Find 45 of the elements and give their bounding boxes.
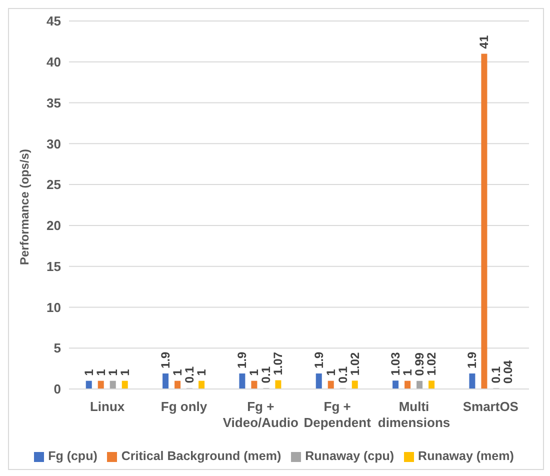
x-tick-label: Linux [90, 399, 126, 414]
x-tick-label: Fg + Dependent [304, 399, 372, 430]
x-tick-label: Multi dimensions [378, 399, 450, 430]
data-label: 1 [324, 368, 338, 376]
y-tick-label: 35 [46, 95, 61, 110]
x-tick-label: Fg only [160, 399, 208, 414]
y-tick-label: 20 [46, 218, 61, 234]
x-tick-label: Fg + Video/Audio [222, 399, 299, 430]
y-tick-label: 40 [46, 54, 61, 70]
legend-label: Runaway (cpu) [305, 449, 394, 463]
data-label: 0.1 [489, 366, 504, 384]
data-label: 1 [94, 368, 108, 376]
y-tick-label: 30 [46, 136, 61, 152]
data-label: 1.9 [158, 351, 173, 368]
legend-label: Fg (cpu) [48, 449, 98, 463]
data-label: 0.99 [412, 352, 427, 376]
data-label: 1 [170, 368, 185, 376]
data-label: 1 [118, 368, 132, 376]
data-label: 1.9 [465, 351, 480, 368]
data-label: 1 [247, 368, 262, 376]
data-label: 1.07 [271, 352, 286, 376]
data-label: 1.9 [235, 351, 250, 368]
data-label: 1 [194, 368, 209, 376]
data-label: 1 [400, 368, 415, 376]
legend-label: Critical Background (mem) [121, 449, 282, 463]
data-label: 0.1 [336, 366, 350, 384]
data-label: 1.03 [388, 352, 403, 376]
y-tick-label: 0 [54, 382, 61, 397]
x-tick-label: SmartOS [462, 399, 519, 414]
data-label: 41 [477, 35, 492, 49]
data-label: 0.1 [182, 366, 197, 384]
y-tick-label: 10 [46, 300, 61, 315]
y-axis-title: Performance (ops/s) [17, 148, 32, 265]
legend-label: Runaway (mem) [418, 449, 514, 463]
data-label: 1 [106, 368, 120, 376]
data-label: 0.04 [501, 360, 516, 384]
y-tick-label: 15 [46, 258, 61, 274]
y-tick-label: 45 [46, 14, 61, 29]
data-label: 1.02 [424, 352, 439, 376]
y-tick-label: 25 [46, 177, 61, 192]
data-label: 1.02 [348, 352, 362, 376]
data-label: 1 [82, 368, 96, 376]
y-tick-label: 5 [54, 340, 61, 356]
data-label: 0.1 [259, 366, 274, 384]
data-label: 1.9 [312, 351, 326, 368]
